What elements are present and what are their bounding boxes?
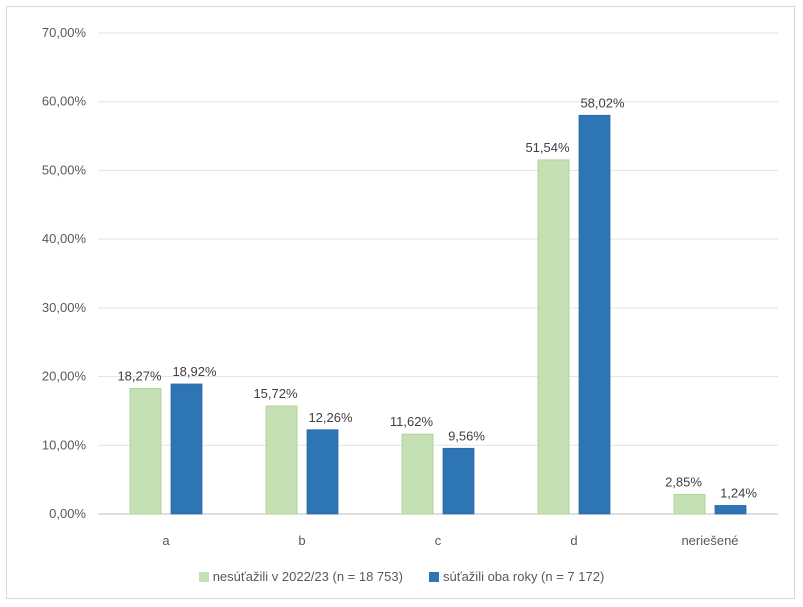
x-tick-label: a [162, 533, 170, 548]
y-tick-label: 0,00% [49, 506, 86, 521]
data-label: 18,92% [172, 364, 217, 379]
legend-label-series-2: súťažili oba roky (n = 7 172) [442, 569, 605, 584]
data-label: 18,27% [117, 368, 162, 383]
y-tick-label: 40,00% [42, 231, 87, 246]
y-tick-label: 20,00% [42, 369, 87, 384]
bar-2 [442, 447, 475, 515]
y-tick-label: 30,00% [42, 300, 87, 315]
data-label: 15,72% [253, 386, 298, 401]
legend-item-series-2: súťažili oba roky (n = 7 172) [428, 569, 605, 584]
x-tick-label: b [298, 533, 305, 548]
legend-swatch-series-2 [428, 571, 439, 582]
legend-swatch-series-1 [198, 571, 209, 582]
data-label: 1,24% [720, 485, 757, 500]
legend: nesúťažili v 2022/23 (n = 18 753) súťaži… [0, 569, 803, 584]
legend-item-series-1: nesúťažili v 2022/23 (n = 18 753) [198, 569, 403, 584]
bar-2 [306, 429, 339, 515]
y-tick-label: 50,00% [42, 162, 87, 177]
data-label: 12,26% [308, 410, 353, 425]
bar-chart: 0,00% 10,00% 20,00% 30,00% 40,00% 50,00% 60,00… [42, 25, 778, 548]
bar-1 [265, 405, 298, 515]
legend-label-series-1: nesúťažili v 2022/23 (n = 18 753) [212, 569, 403, 584]
x-tick-label: c [435, 533, 442, 548]
y-tick-label: 70,00% [42, 25, 87, 40]
y-tick-label: 60,00% [42, 94, 87, 109]
bar-1 [673, 494, 706, 515]
y-tick-label: 10,00% [42, 437, 87, 452]
data-label: 11,62% [390, 414, 434, 429]
bar-1 [401, 433, 434, 515]
data-label: 58,02% [580, 95, 625, 110]
bar-1 [537, 159, 570, 515]
bar-2 [170, 383, 203, 515]
x-tick-label: neriešené [681, 533, 738, 548]
data-label: 9,56% [448, 428, 485, 443]
x-tick-label: d [570, 533, 577, 548]
bar-2 [714, 505, 747, 515]
bar-2 [578, 114, 611, 515]
data-label: 2,85% [665, 474, 702, 489]
bar-1 [129, 388, 162, 515]
data-label: 51,54% [525, 140, 570, 155]
